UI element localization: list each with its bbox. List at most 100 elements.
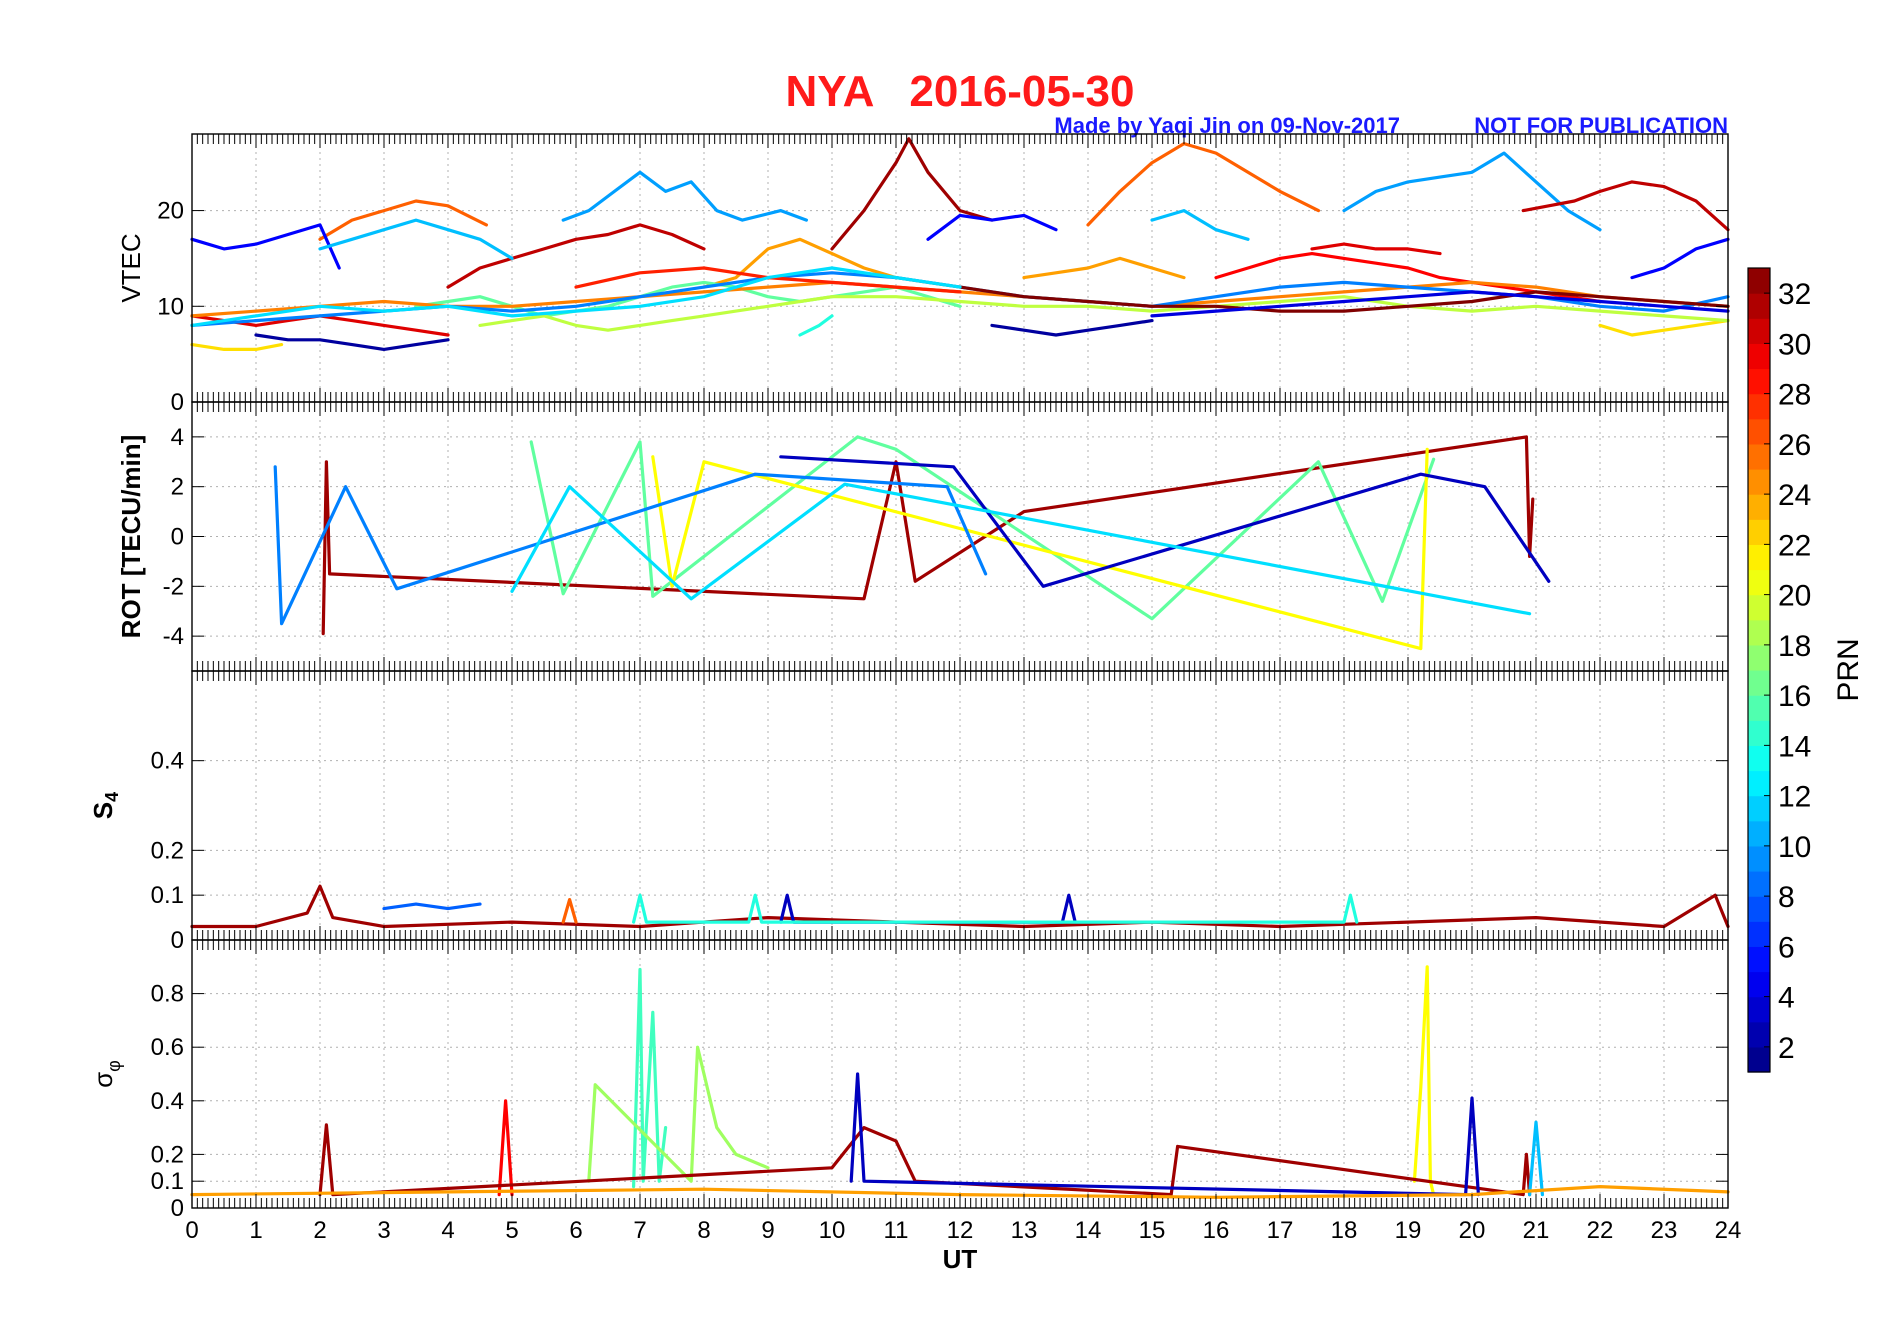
gridlines: [192, 402, 1728, 671]
series-line-prn-5: [926, 213, 1058, 241]
colorbar-segment: [1748, 293, 1770, 319]
colorbar-segment: [1748, 368, 1770, 395]
y-tick-label: 0: [171, 1195, 184, 1222]
x-tick-label: 9: [761, 1217, 774, 1244]
colorbar-segment: [1748, 318, 1770, 344]
colorbar-label: PRN: [1832, 638, 1865, 701]
x-ticks: [191, 940, 1729, 1208]
colorbar-segment: [1748, 921, 1770, 947]
series-line-prn-2: [990, 319, 1154, 337]
colorbar-segment: [1748, 443, 1770, 470]
series-line-prn-11: [318, 218, 514, 260]
colorbar-segment: [1748, 720, 1770, 746]
x-tick-label: 18: [1331, 1217, 1358, 1244]
series-group: [190, 884, 1730, 929]
x-tick-label: 23: [1651, 1217, 1678, 1244]
series-group: [190, 137, 1730, 351]
y-tick-label: 0.6: [151, 1034, 184, 1061]
x-ticks: [191, 402, 1729, 671]
colorbar-tick-label: 4: [1778, 982, 1795, 1015]
gridlines: [192, 940, 1728, 1208]
series-line-prn-26: [318, 199, 488, 241]
colorbar-segment: [1748, 519, 1770, 545]
series-line-prn-12: [510, 482, 1532, 616]
series-line-prn-5: [190, 223, 341, 270]
y-axis-label-subscript: 4: [102, 792, 122, 802]
series-line-prn-21: [1412, 965, 1436, 1197]
colorbar-segment: [1748, 971, 1770, 998]
colorbar-segment: [1748, 594, 1770, 621]
y-axis-label: ROT [TECU/min]: [116, 435, 146, 639]
series-line-prn-15: [631, 967, 668, 1189]
colorbar-segment: [1748, 845, 1770, 872]
y-tick-label: 20: [157, 198, 184, 225]
y-tick-label: 2: [171, 474, 184, 501]
colorbar-tick-label: 12: [1778, 781, 1811, 814]
x-tick-label: 21: [1523, 1217, 1550, 1244]
y-axis-label-subscript: φ: [104, 1060, 124, 1072]
y-tick-label: 0.8: [151, 981, 184, 1008]
colorbar-tick-label: 32: [1778, 278, 1811, 311]
x-tick-label: 6: [569, 1217, 582, 1244]
series-line-prn-29: [497, 1099, 514, 1197]
x-tick-label: 7: [633, 1217, 646, 1244]
series-line-prn-32: [321, 435, 1535, 636]
y-axis-label: σφ: [88, 1060, 124, 1088]
y-tick-label: 0: [171, 389, 184, 416]
y-tick-label: 0: [171, 524, 184, 551]
y-axis-label: VTEC: [116, 233, 146, 302]
x-tick-label: 2: [313, 1217, 326, 1244]
series-group: [273, 435, 1551, 651]
x-ticks: [191, 134, 1729, 402]
colorbar-segment: [1748, 343, 1770, 370]
series-line-prn-22: [190, 343, 284, 351]
colorbar-segment: [1748, 1021, 1770, 1048]
y-tick-label: 0.2: [151, 837, 184, 864]
x-tick-label: 10: [819, 1217, 846, 1244]
y-tick-label: 0: [171, 927, 184, 954]
series-line-prn-19: [478, 295, 1730, 332]
series-line-prn-10: [561, 170, 809, 222]
series-line-prn-31: [446, 223, 706, 289]
colorbar-tick-label: 18: [1778, 630, 1811, 663]
colorbar-segment: [1748, 393, 1770, 420]
series-line-prn-26: [561, 897, 578, 924]
x-tick-label: 0: [185, 1217, 198, 1244]
x-tick-label: 15: [1139, 1217, 1166, 1244]
series-line-prn-8: [382, 902, 482, 911]
colorbar-segment: [1748, 268, 1770, 294]
panel-s4: 0 0.1 0.2 0.4 S4: [88, 670, 1730, 954]
colorbar-tick-label: 22: [1778, 529, 1811, 562]
series-line-prn-14: [798, 314, 834, 337]
series-line-prn-30: [1310, 242, 1442, 256]
colorbar-tick-label: 24: [1778, 479, 1811, 512]
x-tick-label: 17: [1267, 1217, 1294, 1244]
x-tick-label: 20: [1459, 1217, 1486, 1244]
colorbar-segment: [1748, 619, 1770, 646]
y-tick-label: 10: [157, 293, 184, 320]
x-tick-label: 11: [884, 1217, 909, 1244]
colorbar-tick-label: 20: [1778, 580, 1811, 613]
colorbar-segment: [1748, 770, 1770, 797]
colorbar-segment: [1748, 996, 1770, 1023]
x-axis-label: UT: [943, 1244, 978, 1274]
series-line-prn-16: [529, 435, 1436, 621]
colorbar-tick-label: 28: [1778, 379, 1811, 412]
colorbar-tick-label: 30: [1778, 328, 1811, 361]
series-line-prn-2: [254, 333, 450, 351]
y-tick-label: 4: [171, 424, 184, 451]
colorbar-tick-label: 16: [1778, 680, 1811, 713]
colorbar-segment: [1748, 418, 1770, 445]
figure-title: NYA 2016-05-30: [786, 67, 1135, 116]
series-line-prn-32: [830, 137, 994, 251]
colorbar-segment: [1748, 670, 1770, 696]
y-tick-label: 0.2: [151, 1141, 184, 1168]
x-tick-label: 13: [1011, 1217, 1038, 1244]
x-tick-label: 3: [377, 1217, 390, 1244]
x-tick-label: 8: [697, 1217, 710, 1244]
x-tick-label: 5: [505, 1217, 518, 1244]
series-line-prn-22: [1598, 319, 1730, 337]
